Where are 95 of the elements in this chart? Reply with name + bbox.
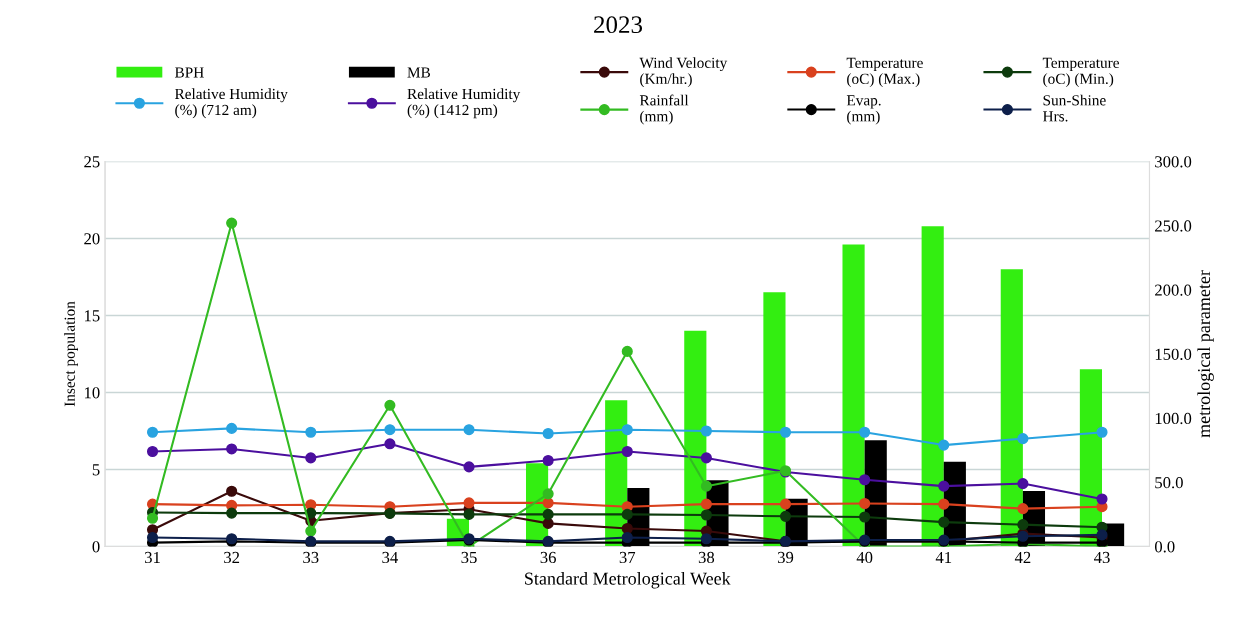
point — [226, 485, 238, 497]
y2-tick-label: 200.0 — [1155, 284, 1192, 296]
point — [226, 507, 238, 519]
y2-tick-label: 100.0 — [1155, 412, 1192, 425]
x-tick-label: 41 — [935, 551, 952, 563]
point — [621, 445, 633, 458]
chart-title: 2023 — [594, 16, 643, 34]
point — [621, 508, 633, 520]
point — [700, 452, 712, 464]
point — [938, 516, 950, 528]
point — [621, 345, 633, 357]
legend-label: Evap. (mm) — [846, 95, 881, 125]
point — [938, 480, 950, 492]
x-tick-label: 34 — [382, 551, 398, 564]
x-tick-label: 38 — [698, 551, 715, 564]
x-tick-label: 42 — [1014, 551, 1031, 563]
point — [463, 461, 475, 473]
y-tick-label: 5 — [92, 464, 100, 476]
legend-label: Sun-Shine Hrs. — [1042, 94, 1106, 122]
x-tick-label: 31 — [145, 551, 160, 564]
y-tick-label: 15 — [85, 310, 100, 322]
point — [305, 452, 317, 464]
point — [700, 425, 712, 437]
legend-label: BPH — [174, 67, 204, 78]
point — [542, 517, 554, 529]
point — [542, 488, 554, 500]
x-tick-label: 35 — [461, 551, 477, 564]
bar — [921, 226, 944, 547]
y2-tick-label: 0.0 — [1154, 541, 1175, 553]
point — [542, 508, 554, 520]
x-tick-label: 33 — [303, 551, 319, 564]
point — [226, 217, 238, 229]
point — [384, 438, 396, 450]
point — [146, 531, 159, 544]
point — [859, 497, 871, 510]
legend-label: MB — [407, 67, 431, 78]
point — [146, 512, 159, 524]
y2-tick-label: 150.0 — [1155, 348, 1192, 360]
legend-label: Rainfall (mm) — [639, 94, 689, 125]
point — [384, 424, 396, 436]
y-tick-label: 20 — [84, 233, 100, 245]
legend-label: Temperature (oC) (Min.) — [1042, 57, 1119, 88]
legend-label: Temperature (oC) (Max.) — [846, 57, 923, 88]
x-tick-label: 39 — [777, 551, 794, 564]
point — [938, 498, 950, 510]
legend-label: Wind Velocity (Km/hr.) — [639, 57, 728, 88]
point — [859, 426, 871, 438]
point — [700, 498, 712, 510]
bar — [842, 244, 865, 547]
point — [305, 426, 317, 438]
point — [621, 531, 633, 544]
point — [1017, 433, 1029, 445]
point — [463, 508, 475, 520]
y-tick-label: 0 — [92, 541, 100, 553]
point — [305, 525, 317, 537]
point — [226, 443, 238, 455]
point — [859, 474, 871, 486]
point — [1017, 519, 1029, 531]
y2-tick-label: 300.0 — [1155, 156, 1192, 168]
point — [463, 497, 475, 509]
point — [779, 426, 792, 438]
point — [1017, 503, 1029, 515]
point — [384, 399, 396, 411]
point — [542, 454, 554, 467]
x-tick-label: 36 — [540, 551, 556, 564]
y-tick-label: 10 — [85, 387, 100, 399]
x-tick-label: 37 — [619, 551, 636, 564]
point — [146, 445, 159, 458]
point — [779, 498, 792, 510]
bar — [763, 292, 786, 547]
y2-tick-label: 50.0 — [1155, 477, 1183, 489]
y2-tick-label: 250.0 — [1155, 220, 1192, 232]
point — [146, 426, 159, 438]
point — [779, 510, 792, 522]
y2-axis-title: metrological parameter — [1197, 270, 1214, 438]
legend-label: Relative Humidity (%) (712 am) — [174, 88, 288, 119]
point — [700, 480, 712, 492]
point — [1017, 478, 1029, 490]
point — [1096, 493, 1108, 505]
point — [859, 511, 871, 523]
point — [700, 509, 712, 521]
point — [700, 533, 712, 545]
y-axis-title: Insect population — [64, 301, 78, 407]
x-axis-title: Standard Metrological Week — [525, 572, 731, 589]
point — [463, 424, 475, 436]
legend-label: Relative Humidity (%) (1412 pm) — [407, 88, 521, 119]
point — [1096, 426, 1108, 438]
point — [542, 427, 554, 440]
point — [938, 439, 950, 451]
x-tick-label: 40 — [856, 551, 873, 564]
point — [621, 424, 633, 436]
x-tick-label: 32 — [224, 551, 240, 564]
x-tick-label: 43 — [1094, 551, 1110, 564]
point — [226, 422, 238, 434]
y-tick-label: 25 — [84, 156, 100, 168]
